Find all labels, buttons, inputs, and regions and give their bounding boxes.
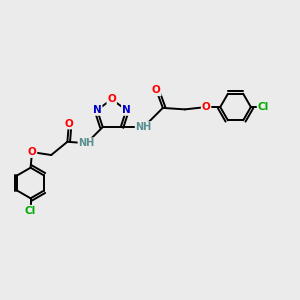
Text: O: O bbox=[107, 94, 116, 104]
Text: O: O bbox=[152, 85, 161, 95]
Text: Cl: Cl bbox=[258, 102, 269, 112]
Text: O: O bbox=[28, 147, 36, 157]
Text: N: N bbox=[122, 105, 131, 115]
Text: O: O bbox=[202, 102, 211, 112]
Text: NH: NH bbox=[136, 122, 152, 132]
Text: N: N bbox=[93, 105, 101, 115]
Text: O: O bbox=[64, 118, 73, 128]
Text: NH: NH bbox=[78, 138, 95, 148]
Text: Cl: Cl bbox=[25, 206, 36, 216]
